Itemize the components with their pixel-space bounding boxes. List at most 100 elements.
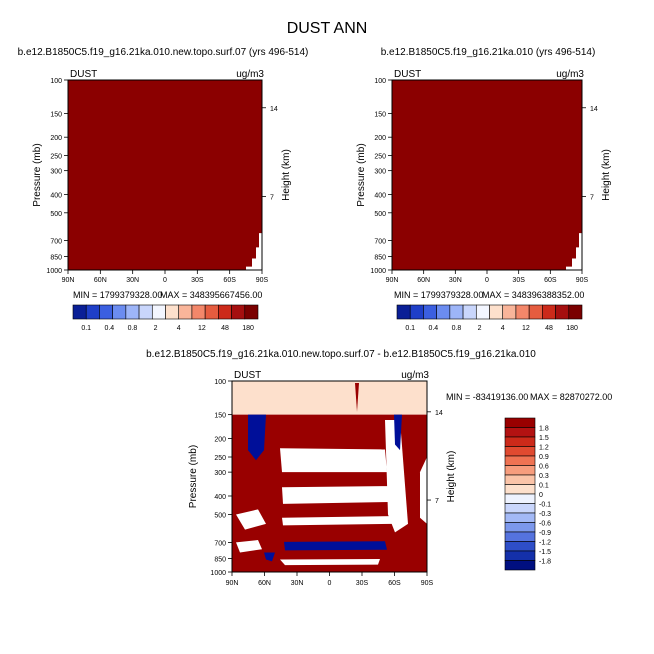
y-right-tick-label: 14 (270, 106, 278, 113)
x-tick-label: 90S (421, 580, 434, 587)
colorbar-label: 0.3 (539, 473, 549, 480)
colorbar-swatch (504, 427, 536, 438)
colorbar-swatch (112, 304, 127, 320)
field-white-southern (385, 419, 408, 533)
colorbar-label: 0.1 (81, 325, 91, 332)
panel-title: b.e12.B1850C5.f19_g16.21ka.010.new.topo.… (146, 349, 536, 360)
colorbar-label: 0.1 (539, 483, 549, 490)
colorbar-swatch (231, 304, 246, 320)
colorbar-label: 0.4 (428, 325, 438, 332)
colorbar-swatch (504, 484, 536, 495)
x-tick-label: 60N (258, 580, 271, 587)
y-tick-label: 700 (374, 239, 386, 246)
colorbar-label: 180 (566, 325, 578, 332)
panel-right: b.e12.B1850C5.f19_g16.21ka.010 (yrs 496-… (356, 47, 612, 332)
x-tick-label: 0 (328, 580, 332, 587)
field-fill (68, 80, 262, 270)
field-blue-southern-upper (394, 414, 402, 451)
y-axis-label-right: Height (km) (601, 149, 612, 201)
colorbar-swatch (504, 541, 536, 552)
colorbar-label: 0 (539, 492, 543, 499)
colorbar-swatch (504, 522, 536, 533)
colorbar-swatch (125, 304, 140, 320)
stats-min: MIN = 1799379328.00 (394, 290, 483, 300)
colorbar-swatch (504, 503, 536, 514)
y-axis-label: Pressure (mb) (356, 143, 367, 206)
x-tick-label: 60N (94, 277, 107, 284)
y-tick-label: 850 (214, 557, 226, 564)
colorbar-swatch (165, 304, 180, 320)
y-tick-label: 850 (50, 255, 62, 262)
panel-title: b.e12.B1850C5.f19_g16.21ka.010 (yrs 496-… (381, 47, 596, 58)
colorbar-swatch (489, 304, 504, 320)
y-tick-label: 200 (214, 436, 226, 443)
x-tick-label: 30N (291, 580, 304, 587)
field-upper-band (232, 381, 427, 415)
y-tick-label: 250 (214, 455, 226, 462)
y-tick-label: 300 (374, 169, 386, 176)
stats-max: MAX = 82870272.00 (530, 392, 612, 402)
x-tick-label: 30N (449, 277, 462, 284)
colorbar-swatch (504, 550, 536, 561)
y-tick-label: 400 (374, 192, 386, 199)
colorbar-swatch (515, 304, 530, 320)
field-white-upper (280, 448, 387, 473)
y-tick-label: 100 (374, 78, 386, 85)
colorbar-swatch (151, 304, 166, 320)
panel-title: b.e12.B1850C5.f19_g16.21ka.010.new.topo.… (18, 47, 309, 58)
y-tick-label: 100 (214, 379, 226, 386)
colorbar-swatch (504, 560, 536, 571)
y-tick-label: 200 (374, 135, 386, 142)
colorbar-swatch (504, 465, 536, 476)
y-axis-label-right: Height (km) (281, 149, 292, 201)
y-tick-label: 300 (214, 470, 226, 477)
colorbar-label: 1.8 (539, 426, 549, 433)
colorbar-label: -0.3 (539, 511, 551, 518)
field-white-northern (236, 509, 266, 530)
y-tick-label: 1000 (370, 268, 386, 275)
field-spike (355, 383, 359, 412)
colorbar-label: 12 (198, 325, 206, 332)
colorbar-swatch (449, 304, 464, 320)
colorbar-swatch (568, 304, 583, 320)
colorbar-swatch (244, 304, 259, 320)
colorbar-label: 0.1 (405, 325, 415, 332)
variable-label: DUST (394, 69, 421, 80)
panel-left: b.e12.B1850C5.f19_g16.21ka.010.new.topo.… (18, 47, 309, 332)
y-tick-label: 850 (374, 255, 386, 262)
y-axis-label: Pressure (mb) (32, 143, 43, 206)
y-right-tick-label: 7 (590, 194, 594, 201)
colorbar-label: 0.8 (452, 325, 462, 332)
y-right-tick-label: 7 (435, 498, 439, 505)
field-white-northern-low (236, 540, 262, 553)
colorbar-swatch (528, 304, 543, 320)
y-tick-label: 700 (50, 239, 62, 246)
stats-min: MIN = 1799379328.00 (73, 290, 162, 300)
colorbar-label: 2 (478, 325, 482, 332)
colorbar-label: -1.2 (539, 540, 551, 547)
field-fill (392, 80, 582, 270)
y-tick-label: 150 (50, 111, 62, 118)
variable-label: DUST (234, 370, 261, 381)
y-tick-label: 700 (214, 540, 226, 547)
colorbar-swatch (542, 304, 556, 320)
y-tick-label: 200 (50, 135, 62, 142)
units-label: ug/m3 (556, 69, 584, 80)
field-blue-northern-upper (248, 414, 266, 461)
x-tick-label: 60S (544, 277, 557, 284)
x-tick-label: 90N (386, 277, 399, 284)
y-tick-label: 100 (50, 78, 62, 85)
colorbar-label: -0.6 (539, 521, 551, 528)
variable-label: DUST (70, 69, 97, 80)
x-tick-label: 30S (356, 580, 369, 587)
field-blue-lower (284, 541, 387, 551)
field-white-low (282, 516, 392, 526)
colorbar-label: -1.5 (539, 549, 551, 556)
colorbar-swatch (72, 304, 87, 320)
x-tick-label: 60S (223, 277, 236, 284)
colorbar-swatch (504, 493, 536, 504)
x-tick-label: 30S (512, 277, 525, 284)
y-right-tick-label: 14 (435, 410, 443, 417)
colorbar-swatch (502, 304, 517, 320)
